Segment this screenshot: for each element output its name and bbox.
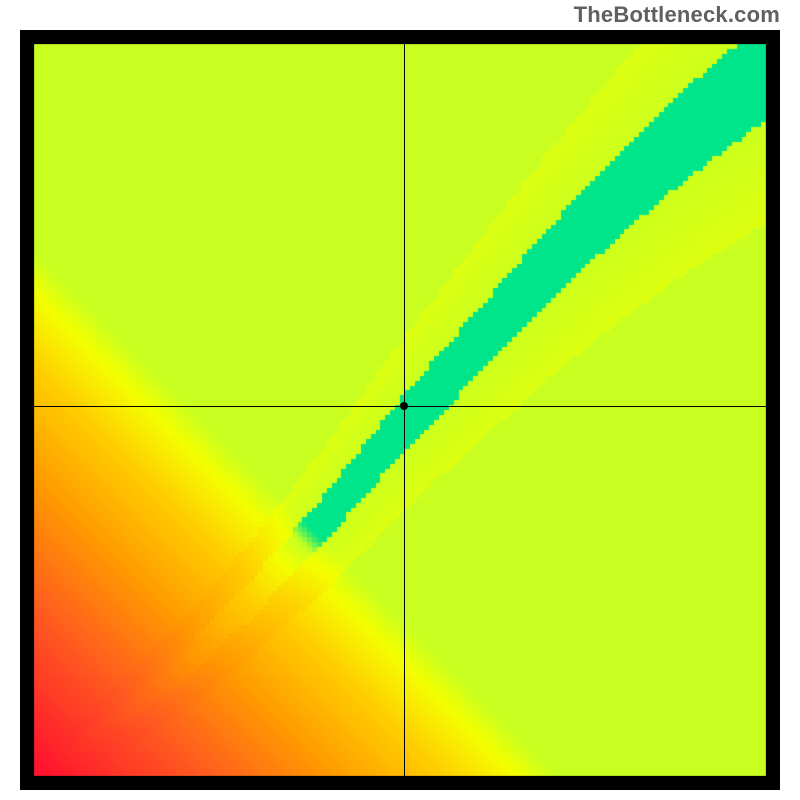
crosshair-dot (400, 402, 408, 410)
plot-frame (20, 30, 780, 790)
heatmap-canvas (20, 30, 780, 790)
watermark-text: TheBottleneck.com (574, 2, 780, 28)
